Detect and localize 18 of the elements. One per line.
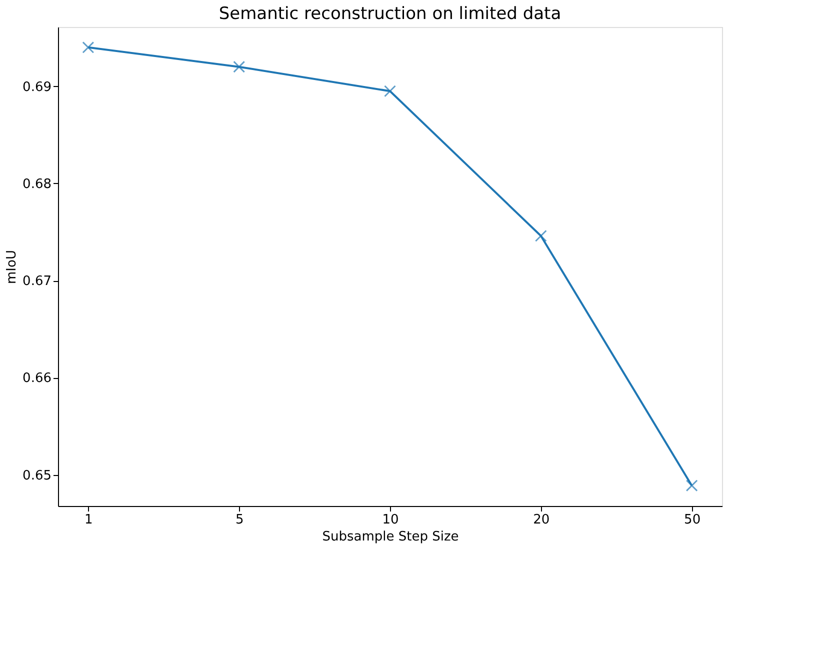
y-axis-title: mIoU xyxy=(4,250,20,284)
point xyxy=(233,60,246,73)
x-tick-label: 1 xyxy=(84,512,93,528)
point xyxy=(686,480,698,492)
point xyxy=(534,230,547,242)
x-axis-title: Subsample Step Size xyxy=(322,530,459,544)
point xyxy=(82,41,94,54)
y-tick-label: 0.66 xyxy=(22,371,52,386)
x-tick-label: 5 xyxy=(235,512,244,528)
chart-title: Semantic reconstruction on limited data xyxy=(218,4,562,24)
x-tick-label: 50 xyxy=(684,512,701,528)
y-tick-label: 0.67 xyxy=(22,274,52,290)
x-tick-label: 10 xyxy=(382,512,399,528)
y-tick-label: 0.68 xyxy=(22,176,52,192)
point xyxy=(384,85,396,98)
x-tick-label: 20 xyxy=(533,512,550,528)
y-tick-label: 0.65 xyxy=(22,468,52,484)
y-tick-label: 0.69 xyxy=(22,80,52,95)
